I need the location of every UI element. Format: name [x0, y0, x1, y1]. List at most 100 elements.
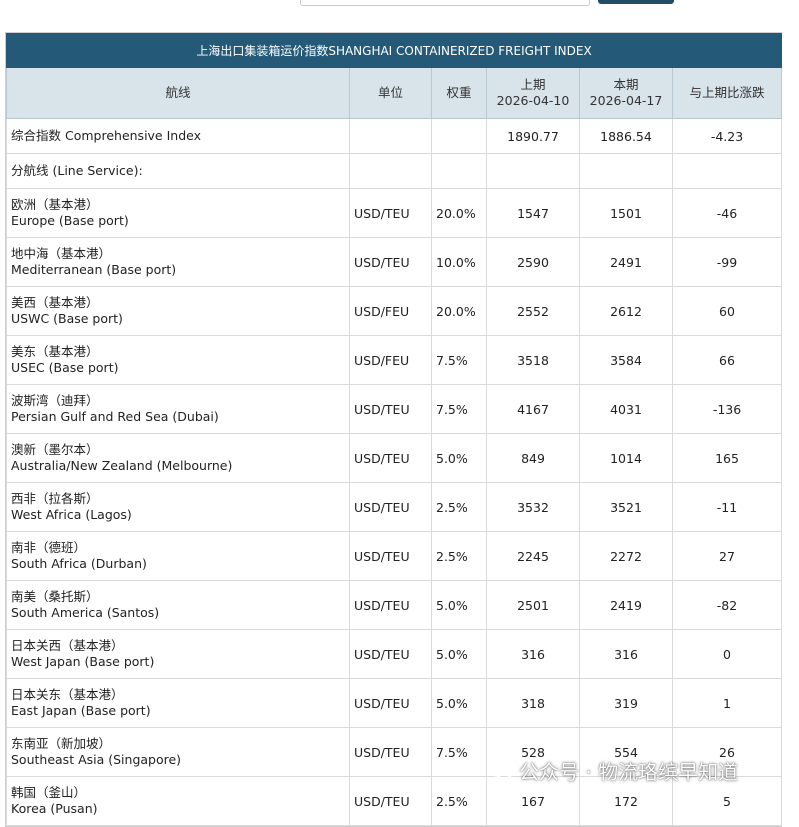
comprehensive-label: 综合指数 Comprehensive Index: [6, 118, 350, 154]
header-unit: 单位: [349, 67, 432, 119]
route-unit: USD/FEU: [349, 335, 432, 385]
route-weight: 2.5%: [431, 482, 487, 532]
header-curr-label: 本期: [613, 77, 639, 92]
route-change: 165: [672, 433, 782, 483]
route-curr: 1014: [579, 433, 673, 483]
route-curr: 3584: [579, 335, 673, 385]
route-weight: 2.5%: [431, 776, 487, 826]
route-curr: 4031: [579, 384, 673, 434]
line-service-label: 分航线 (Line Service):: [6, 153, 350, 189]
route-name-en: West Africa (Lagos): [11, 507, 132, 522]
route-name-cn: 韩国（釜山）: [11, 785, 87, 800]
route-change: 27: [672, 531, 782, 581]
route-name-en: USWC (Base port): [11, 311, 123, 326]
route-name-en: Korea (Pusan): [11, 801, 98, 816]
header-route: 航线: [6, 67, 350, 119]
route-change: -11: [672, 482, 782, 532]
header-weight: 权重: [431, 67, 487, 119]
search-input[interactable]: [300, 0, 590, 6]
route-name-cn: 南非（德班）: [11, 540, 87, 555]
route-weight: 10.0%: [431, 237, 487, 287]
route-name: 东南亚（新加坡） Southeast Asia (Singapore): [6, 727, 350, 777]
route-change: -82: [672, 580, 782, 630]
route-prev: 2501: [486, 580, 580, 630]
line-service-empty: [672, 153, 782, 189]
route-name: 韩国（釜山） Korea (Pusan): [6, 776, 350, 826]
table-row: 澳新（墨尔本） Australia/New Zealand (Melbourne)…: [6, 433, 782, 483]
route-prev: 318: [486, 678, 580, 728]
route-weight: 20.0%: [431, 286, 487, 336]
route-name-cn: 地中海（基本港）: [11, 246, 112, 261]
route-unit: USD/TEU: [349, 776, 432, 826]
table-row: 地中海（基本港） Mediterranean (Base port) USD/TEU…: [6, 237, 782, 287]
line-service-empty: [486, 153, 580, 189]
line-service-row: 分航线 (Line Service):: [6, 153, 782, 189]
watermark-text: 公众号 · 物流珞缤早知道: [519, 759, 739, 784]
route-curr: 2272: [579, 531, 673, 581]
comprehensive-prev: 1890.77: [486, 118, 580, 154]
table-row: 南美（桑托斯） South America (Santos) USD/TEU 5.0%…: [6, 580, 782, 630]
route-unit: USD/TEU: [349, 433, 432, 483]
route-prev: 2245: [486, 531, 580, 581]
header-curr: 本期 2026-04-17: [579, 67, 673, 119]
route-unit: USD/TEU: [349, 727, 432, 777]
comprehensive-unit: [349, 118, 432, 154]
route-name-cn: 日本关东（基本港）: [11, 687, 124, 702]
route-change: -99: [672, 237, 782, 287]
route-name-cn: 美西（基本港）: [11, 295, 99, 310]
line-service-empty: [349, 153, 432, 189]
line-service-empty: [579, 153, 673, 189]
table-title: 上海出口集装箱运价指数SHANGHAI CONTAINERIZED FREIGH…: [6, 33, 782, 68]
route-name-cn: 欧洲（基本港）: [11, 197, 99, 212]
route-name: 波斯湾（迪拜） Persian Gulf and Red Sea (Dubai): [6, 384, 350, 434]
search-button[interactable]: [598, 0, 674, 4]
route-unit: USD/TEU: [349, 237, 432, 287]
route-name: 澳新（墨尔本） Australia/New Zealand (Melbourne): [6, 433, 350, 483]
route-prev: 2590: [486, 237, 580, 287]
header-prev: 上期 2026-04-10: [486, 67, 580, 119]
route-unit: USD/TEU: [349, 531, 432, 581]
route-name-en: South Africa (Durban): [11, 556, 147, 571]
table-row: 东南亚（新加坡） Southeast Asia (Singapore) USD/TE…: [6, 727, 782, 777]
route-name-en: Southeast Asia (Singapore): [11, 752, 182, 767]
route-prev: 3532: [486, 482, 580, 532]
route-curr: 319: [579, 678, 673, 728]
route-prev: 1547: [486, 188, 580, 238]
scfi-table: 上海出口集装箱运价指数SHANGHAI CONTAINERIZED FREIGH…: [6, 33, 782, 826]
scfi-table-container: 上海出口集装箱运价指数SHANGHAI CONTAINERIZED FREIGH…: [5, 32, 782, 827]
table-row: 美东（基本港） USEC (Base port) USD/FEU 7.5% 3518 35…: [6, 335, 782, 385]
route-weight: 5.0%: [431, 678, 487, 728]
route-curr: 2419: [579, 580, 673, 630]
header-curr-date: 2026-04-17: [589, 93, 663, 108]
route-name-en: Persian Gulf and Red Sea (Dubai): [11, 409, 219, 424]
route-name: 美东（基本港） USEC (Base port): [6, 335, 350, 385]
comprehensive-curr: 1886.54: [579, 118, 673, 154]
route-name: 南非（德班） South Africa (Durban): [6, 531, 350, 581]
table-row: 欧洲（基本港） Europe (Base port) USD/TEU 20.0% 154…: [6, 188, 782, 238]
route-change: -46: [672, 188, 782, 238]
route-name-en: South America (Santos): [11, 605, 160, 620]
route-name-en: USEC (Base port): [11, 360, 119, 375]
route-curr: 2612: [579, 286, 673, 336]
wechat-official-account-icon: [487, 759, 513, 780]
route-prev: 2552: [486, 286, 580, 336]
route-weight: 7.5%: [431, 384, 487, 434]
route-name-cn: 日本关西（基本港）: [11, 638, 124, 653]
route-weight: 7.5%: [431, 727, 487, 777]
route-weight: 5.0%: [431, 433, 487, 483]
route-name-en: East Japan (Base port): [11, 703, 151, 718]
watermark: 公众号 · 物流珞缤早知道: [487, 756, 738, 784]
route-name-cn: 美东（基本港）: [11, 344, 99, 359]
route-curr: 3521: [579, 482, 673, 532]
route-change: 66: [672, 335, 782, 385]
route-unit: USD/TEU: [349, 629, 432, 679]
top-toolbar: [0, 0, 799, 12]
route-name: 美西（基本港） USWC (Base port): [6, 286, 350, 336]
route-unit: USD/TEU: [349, 188, 432, 238]
route-change: 60: [672, 286, 782, 336]
route-name: 欧洲（基本港） Europe (Base port): [6, 188, 350, 238]
route-prev: 4167: [486, 384, 580, 434]
comprehensive-row: 综合指数 Comprehensive Index 1890.77 1886.54…: [6, 118, 782, 154]
route-weight: 7.5%: [431, 335, 487, 385]
route-name: 南美（桑托斯） South America (Santos): [6, 580, 350, 630]
